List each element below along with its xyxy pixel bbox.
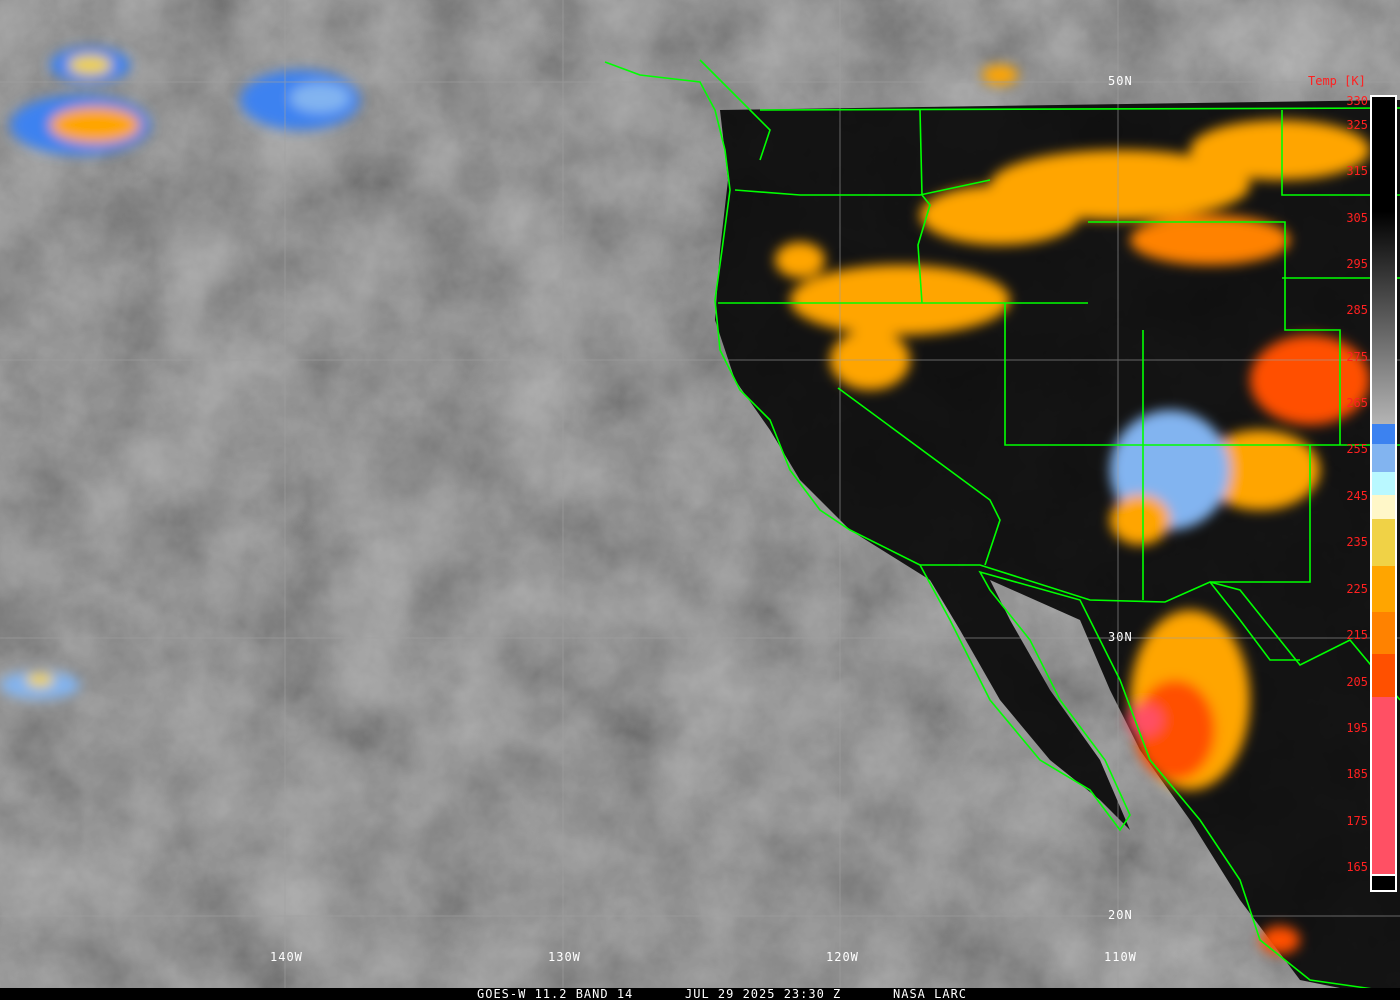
political-boundaries — [604, 59, 1400, 991]
puget-sound — [699, 59, 771, 161]
colorbar-tick-label: 325 — [1346, 118, 1368, 132]
colorbar-tick-label: 215 — [1346, 628, 1368, 642]
cold-cloud-tops — [0, 47, 1370, 954]
wa-or-border — [734, 179, 991, 196]
nv-ut-border — [1004, 303, 1400, 446]
colorbar-tick-label: 225 — [1346, 582, 1368, 596]
us-canada-border — [759, 107, 1400, 111]
colorbar-tick-label: 315 — [1346, 164, 1368, 178]
montana-border — [1281, 110, 1400, 196]
credit: NASA LARC — [893, 987, 968, 1000]
ca-nv-border — [837, 387, 1001, 566]
colorbar-tick-label: 165 — [1346, 860, 1368, 874]
colorbar-tick-label: 185 — [1346, 767, 1368, 781]
idaho-border — [917, 109, 931, 304]
lon-label: 120W — [826, 950, 859, 964]
colorbar-tick-label: 295 — [1346, 257, 1368, 271]
colorbar-tick-label: 245 — [1346, 489, 1368, 503]
lat-label: 50N — [1108, 74, 1133, 88]
colorbar-tick-label: 275 — [1346, 350, 1368, 364]
lat-label: 20N — [1108, 908, 1133, 922]
coastline — [604, 61, 1381, 991]
colorbar-tick-label: 255 — [1346, 442, 1368, 456]
satellite-band: GOES-W 11.2 BAND 14 — [477, 987, 634, 1000]
lon-label: 140W — [270, 950, 303, 964]
lat-label: 30N — [1108, 630, 1133, 644]
temperature-colorbar — [1370, 95, 1397, 892]
colorbar-tick-label: 205 — [1346, 675, 1368, 689]
nm-border — [1210, 445, 1311, 583]
lon-label: 110W — [1104, 950, 1137, 964]
timestamp: JUL 29 2025 23:30 Z — [685, 987, 842, 1000]
mx-inland — [1209, 581, 1300, 661]
colorbar-tick-label: 175 — [1346, 814, 1368, 828]
colorbar-tick-label: 285 — [1346, 303, 1368, 317]
colorbar-title: Temp [K] — [1308, 74, 1366, 88]
ut-border — [1088, 221, 1341, 445]
caption-bar: GOES-W 11.2 BAND 14 JUL 29 2025 23:30 Z … — [0, 987, 1400, 1000]
colorbar-tick-label: 265 — [1346, 396, 1368, 410]
colorbar-tick-label: 235 — [1346, 535, 1368, 549]
colorbar-tick-label: 330 — [1346, 94, 1368, 108]
colorbar-tick-label: 305 — [1346, 211, 1368, 225]
colorbar-tick-label: 195 — [1346, 721, 1368, 735]
lon-label: 130W — [548, 950, 581, 964]
